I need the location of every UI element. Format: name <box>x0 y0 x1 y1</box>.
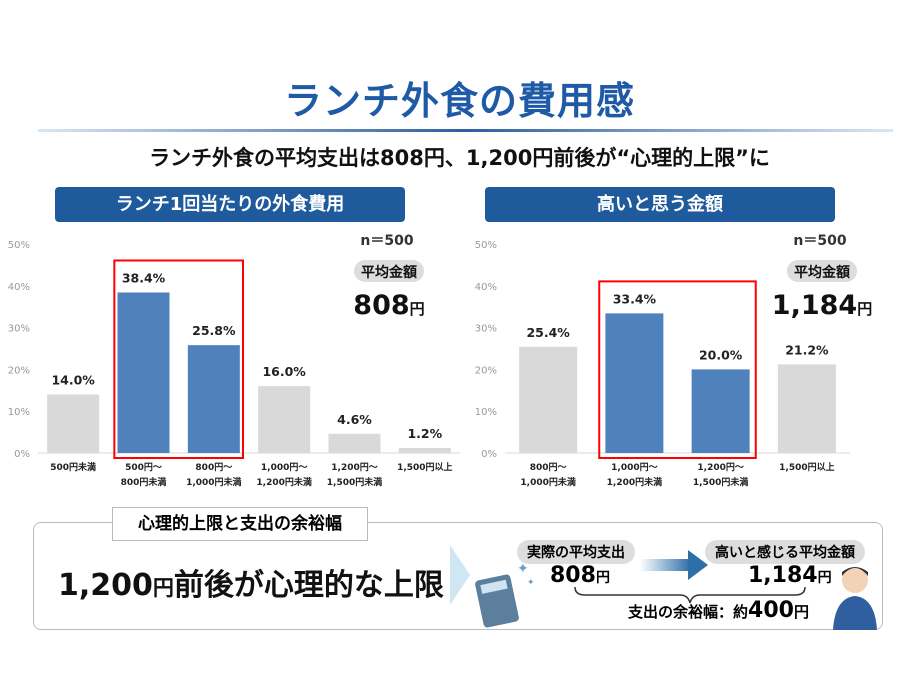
x-tick-label: 1,000円未満 <box>520 476 575 488</box>
x-tick-label: 800円～ <box>530 462 567 473</box>
y-tick-label: 10% <box>475 407 497 418</box>
unit: 円 <box>595 570 610 586</box>
x-tick-label: 500円～ <box>125 462 162 473</box>
data-label: 14.0% <box>51 372 95 387</box>
headline-text: 前後が心理的な上限 <box>173 568 444 603</box>
x-tick-label: 500円未満 <box>50 461 96 473</box>
x-tick-label: 1,500円以上 <box>397 461 452 473</box>
bar <box>691 369 750 453</box>
chart2: 0% 10% 20% 30% 40% 50% 25.4% 800円～ 1,000円未満 33.4%… <box>475 233 872 488</box>
avg-label: 平均金額 <box>794 264 850 281</box>
chart1: 0% 10% 20% 30% 40% 50% 14.0% 500円未満 38.4% 500円～ 80… <box>8 233 460 488</box>
x-tick-label: 1,200円未満 <box>607 476 662 488</box>
actual-avg-number: 808 <box>550 563 596 588</box>
y-tick-label: 30% <box>475 324 497 335</box>
thinking-person-icon <box>833 567 877 630</box>
x-tick-label: 1,200円～ <box>331 462 377 473</box>
high-avg-value: 1,184円 <box>748 563 832 588</box>
x-tick-label: 800円～ <box>195 462 232 473</box>
chevron-right-icon <box>450 545 470 605</box>
actual-avg-value: 808円 <box>550 563 610 588</box>
bar <box>47 394 100 453</box>
bar <box>519 346 578 453</box>
data-label: 21.2% <box>785 342 829 357</box>
x-tick-label: 1,000円～ <box>611 462 657 473</box>
x-tick-label: 1,200円～ <box>697 462 743 473</box>
svg-text:✦: ✦ <box>517 561 529 577</box>
x-tick-label: 1,500円未満 <box>693 476 748 488</box>
x-tick-label: 1,200円未満 <box>256 476 311 488</box>
high-avg-label: 高いと感じる平均金額 <box>705 540 865 564</box>
high-avg-number: 1,184 <box>748 563 818 588</box>
y-tick-label: 20% <box>475 365 497 376</box>
highlight-box <box>113 259 245 459</box>
avg-pill <box>787 260 857 282</box>
y-tick-label: 0% <box>481 449 497 460</box>
y-tick-label: 40% <box>475 282 497 293</box>
y-tick-label: 50% <box>8 240 30 251</box>
headline-unit: 円 <box>152 576 174 600</box>
sample-size: n＝500 <box>793 233 846 249</box>
avg-pill <box>354 260 424 282</box>
y-tick-label: 0% <box>14 449 30 460</box>
bar <box>187 345 240 453</box>
y-tick-label: 40% <box>8 282 30 293</box>
sample-size: n＝500 <box>360 233 413 249</box>
data-label: 33.4% <box>613 291 657 306</box>
highlight-box <box>598 280 757 459</box>
y-tick-label: 20% <box>8 365 30 376</box>
margin-value: 400 <box>748 598 794 623</box>
avg-unit: 円 <box>857 300 872 318</box>
y-tick-label: 50% <box>475 240 497 251</box>
bar <box>605 313 664 453</box>
data-label: 16.0% <box>262 364 306 379</box>
data-label: 20.0% <box>699 347 743 362</box>
avg-unit: 円 <box>410 300 425 318</box>
summary-box <box>33 522 883 630</box>
headline-number: 1,200 <box>58 568 153 603</box>
avg-label: 平均金額 <box>361 264 417 281</box>
margin-text: 支出の余裕幅：約400円 <box>628 598 809 623</box>
avg-value: 1,184円 <box>772 290 872 321</box>
y-tick-label: 30% <box>8 324 30 335</box>
x-tick-label: 1,000円～ <box>261 462 307 473</box>
bar <box>117 292 170 453</box>
data-label: 1.2% <box>407 426 442 441</box>
data-label: 25.4% <box>526 325 570 340</box>
bar <box>258 386 311 453</box>
x-tick-label: 1,500円以上 <box>779 461 834 473</box>
x-tick-label: 1,000円未満 <box>186 476 241 488</box>
data-label: 38.4% <box>122 270 166 285</box>
data-label: 4.6% <box>337 412 372 427</box>
actual-avg-label: 実際の平均支出 <box>517 540 635 564</box>
subtitle: ランチ外食の平均支出は808円、1,200円前後が“心理的上限”に <box>149 146 770 170</box>
summary-headline: 1,200円前後が心理的な上限 <box>58 560 444 604</box>
calculator-icon: ✦✦ <box>475 561 535 628</box>
page-title: ランチ外食の費用感 <box>283 79 635 123</box>
data-label: 25.8% <box>192 323 236 338</box>
svg-text:✦: ✦ <box>527 578 535 588</box>
avg-value: 808円 <box>353 290 424 321</box>
brace <box>574 586 806 604</box>
margin-unit: 円 <box>793 603 809 621</box>
x-tick-label: 1,500円未満 <box>327 476 382 488</box>
x-tick-label: 800円未満 <box>121 476 167 488</box>
bar <box>398 447 451 453</box>
arrow-right-icon <box>640 550 708 580</box>
bar <box>328 433 381 453</box>
unit: 円 <box>817 570 832 586</box>
bar <box>777 364 836 453</box>
chart2-title: 高いと思う金額 <box>485 187 835 222</box>
y-tick-label: 10% <box>8 407 30 418</box>
summary-label: 心理的上限と支出の余裕幅 <box>112 507 368 541</box>
chart1-title: ランチ1回当たりの外食費用 <box>55 187 405 222</box>
title-divider <box>38 129 893 132</box>
margin-label: 支出の余裕幅：約 <box>628 603 749 621</box>
